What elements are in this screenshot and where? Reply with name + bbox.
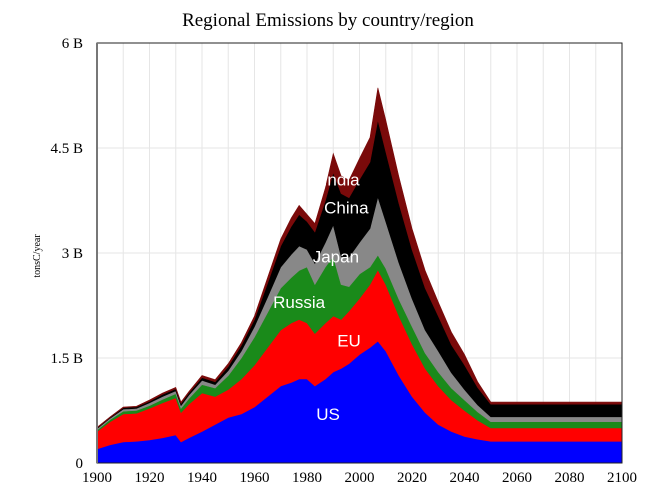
y-ticks: 0 1.5 B 3 B 4.5 B 6 B <box>50 36 83 472</box>
x-tick-label: 1980 <box>292 470 322 486</box>
y-tick-label: 0 <box>76 456 84 472</box>
x-tick-label: 1940 <box>187 470 217 486</box>
x-tick-label: 1920 <box>135 470 165 486</box>
y-tick-label: 3 B <box>62 246 83 262</box>
series-label-us: US <box>316 405 340 424</box>
x-tick-label: 1900 <box>82 470 112 486</box>
series-label-japan: Japan <box>313 248 359 267</box>
series-label-india: India <box>323 171 360 190</box>
x-tick-label: 2100 <box>607 470 637 486</box>
y-tick-label: 1.5 B <box>50 351 83 367</box>
y-tick-label: 4.5 B <box>50 141 83 157</box>
series-label-china: China <box>324 199 369 218</box>
series-labels: India China Japan Russia EU US <box>273 171 369 425</box>
x-tick-label: 1960 <box>240 470 270 486</box>
x-tick-label: 2060 <box>502 470 532 486</box>
series-label-eu: EU <box>337 332 361 351</box>
x-ticks: 1900 1920 1940 1960 1980 2000 2020 2040 2060 2080… <box>82 470 637 486</box>
y-axis-label: tonsC/year <box>32 234 43 278</box>
y-tick-label: 6 B <box>62 36 83 52</box>
chart-title: Regional Emissions by country/region <box>182 10 474 31</box>
x-tick-label: 2080 <box>555 470 585 486</box>
x-tick-label: 2020 <box>397 470 427 486</box>
series-label-russia: Russia <box>273 293 326 312</box>
x-tick-label: 2000 <box>345 470 375 486</box>
x-tick-label: 2040 <box>450 470 480 486</box>
